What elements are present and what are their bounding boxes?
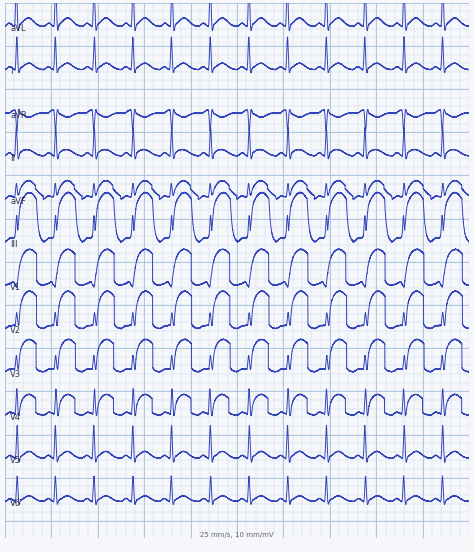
Text: I: I [10,67,13,76]
Text: V1: V1 [10,283,21,292]
Text: 25 mm/s, 10 mm/mV: 25 mm/s, 10 mm/mV [200,532,274,538]
Text: II: II [10,153,15,163]
Text: V5: V5 [10,456,21,465]
Text: V2: V2 [10,326,21,336]
Text: aVF: aVF [10,197,26,206]
Text: V4: V4 [10,413,21,422]
Text: V3: V3 [10,370,21,379]
Text: aVL: aVL [10,24,26,33]
Text: III: III [10,240,18,249]
Text: V6: V6 [10,499,21,508]
Text: aVR: aVR [10,110,27,120]
